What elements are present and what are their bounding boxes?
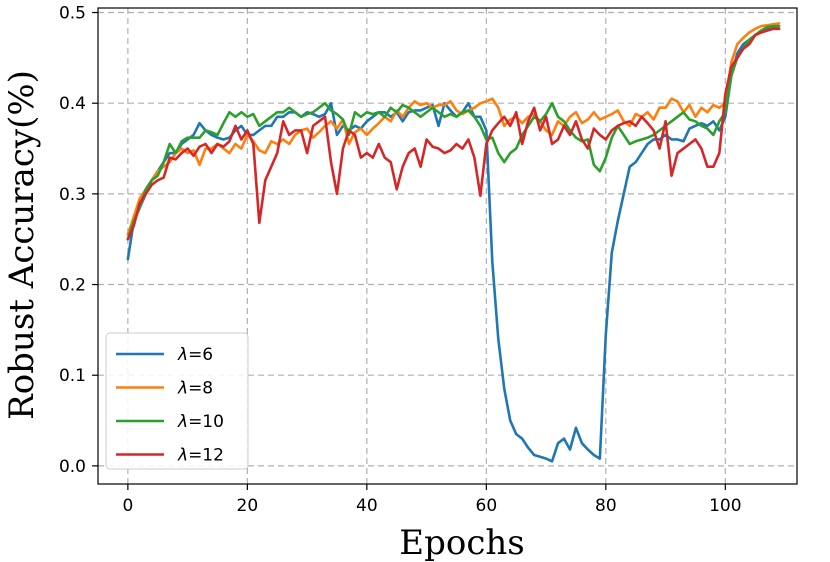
y-axis-title: Robust Accuracy(%) [2, 70, 42, 420]
y-tick-label: 0.5 [59, 4, 86, 24]
series-line-4 [126, 27, 781, 241]
series-lines [126, 22, 781, 463]
legend-label-3: λ=10 [177, 412, 224, 432]
legend: λ=6 λ=8 λ=10 λ=12 [105, 332, 249, 470]
x-tick-label: 20 [237, 496, 259, 516]
y-tick-label: 0.3 [59, 185, 86, 205]
series-line-2 [126, 22, 781, 236]
x-tick-label: 100 [709, 496, 741, 516]
y-tick-label: 0.2 [59, 276, 86, 296]
legend-label-4: λ=12 [177, 446, 224, 466]
grid-lines [98, 8, 797, 484]
x-tick-label: 0 [122, 496, 133, 516]
legend-label-1: λ=6 [177, 345, 213, 365]
x-axis-title: Epochs [399, 523, 524, 562]
x-tick-label: 40 [356, 496, 378, 516]
series-line-3 [126, 24, 781, 241]
axis-ticks: 0 20 40 60 80 100 0.0 0.1 0.2 0.3 0.4 0.5 [59, 4, 742, 516]
x-tick-label: 80 [595, 496, 617, 516]
y-tick-label: 0.0 [59, 457, 86, 477]
plot-frame [97, 7, 798, 485]
legend-label-2: λ=8 [177, 379, 213, 399]
y-tick-label: 0.4 [59, 94, 86, 114]
y-tick-label: 0.1 [59, 366, 86, 386]
x-tick-label: 60 [476, 496, 498, 516]
legend-box [105, 332, 249, 470]
